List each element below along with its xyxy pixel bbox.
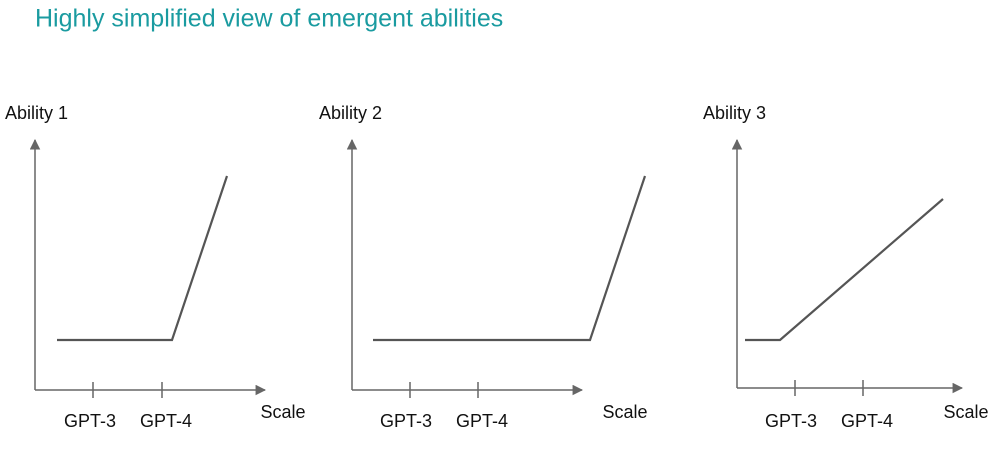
tick-label: GPT-3 xyxy=(64,411,116,431)
tick-label: GPT-4 xyxy=(456,411,508,431)
tick-label: GPT-4 xyxy=(841,411,893,431)
tick-label: GPT-4 xyxy=(140,411,192,431)
curve xyxy=(745,198,944,342)
y-label: Ability 3 xyxy=(703,103,766,123)
panel: Ability 2 GPT-3 GPT-4 Scale xyxy=(319,103,648,431)
curve xyxy=(373,175,647,342)
x-label: Scale xyxy=(260,402,305,422)
tick-label: GPT-3 xyxy=(765,411,817,431)
panel: Ability 1 GPT-3 GPT-4 Scale xyxy=(5,103,306,431)
title: Highly simplified view of emergent abili… xyxy=(35,5,503,33)
tick-label: GPT-3 xyxy=(380,411,432,431)
y-label: Ability 2 xyxy=(319,103,382,123)
x-label: Scale xyxy=(602,402,647,422)
y-label: Ability 1 xyxy=(5,103,68,123)
x-label: Scale xyxy=(943,402,988,422)
panel: Ability 3 GPT-3 GPT-4 Scale xyxy=(703,103,989,431)
curve xyxy=(57,175,229,342)
